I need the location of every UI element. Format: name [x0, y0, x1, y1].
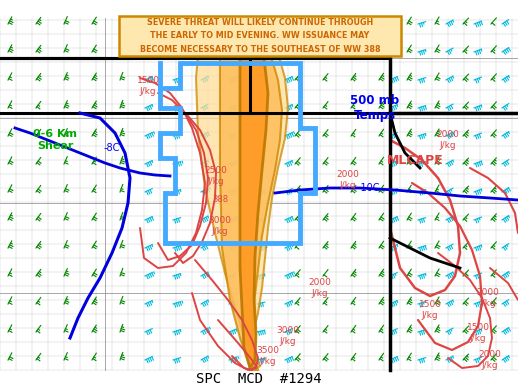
Text: -8C: -8C [104, 143, 120, 153]
Text: 2000
J/kg: 2000 J/kg [477, 288, 499, 308]
Text: 500 mb
Temps: 500 mb Temps [351, 94, 399, 122]
Polygon shape [240, 18, 268, 368]
Text: 2500
J/kg: 2500 J/kg [205, 166, 227, 186]
Text: 3000
J/kg: 3000 J/kg [209, 216, 232, 236]
Text: -10C: -10C [358, 183, 381, 193]
Text: 3000
J/kg: 3000 J/kg [277, 326, 299, 346]
FancyBboxPatch shape [119, 16, 401, 56]
Text: 2000
J/kg: 2000 J/kg [337, 170, 359, 190]
Text: 388: 388 [212, 196, 228, 204]
Polygon shape [196, 18, 288, 370]
Text: 2000
J/kg: 2000 J/kg [309, 278, 332, 298]
Text: 1500
J/kg: 1500 J/kg [467, 323, 490, 343]
Text: 3500
J/kg: 3500 J/kg [256, 346, 280, 366]
Text: SEVERE THREAT WILL LIKELY CONTINUE THROUGH
THE EARLY TO MID EVENING. WW ISSUANCE: SEVERE THREAT WILL LIKELY CONTINUE THROU… [140, 18, 380, 54]
Text: SPC  MCD  #1294: SPC MCD #1294 [196, 372, 322, 386]
Text: 2000
J/kg: 2000 J/kg [479, 350, 501, 370]
Text: 1500
J/kg: 1500 J/kg [137, 76, 160, 96]
Text: 2000
J/kg: 2000 J/kg [437, 130, 459, 150]
Text: MLCAPE: MLCAPE [386, 154, 443, 166]
Text: 1500
J/kg: 1500 J/kg [419, 300, 441, 320]
Polygon shape [220, 18, 282, 370]
Text: 0-6 Km
Shear: 0-6 Km Shear [33, 129, 77, 151]
